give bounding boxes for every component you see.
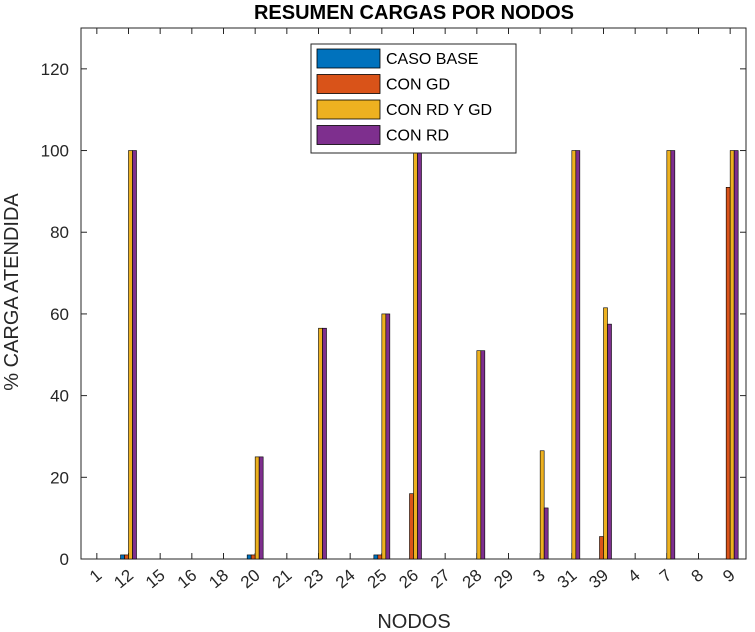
bar xyxy=(413,150,418,560)
y-tick-label: 100 xyxy=(41,142,69,161)
x-tick-label: 21 xyxy=(269,566,296,593)
bar xyxy=(417,150,422,560)
x-tick-label: 39 xyxy=(585,566,612,593)
y-tick-label: 80 xyxy=(50,223,69,242)
bar xyxy=(132,150,137,560)
y-axis-label: % CARGA ATENDIDA xyxy=(1,193,23,391)
x-tick-label: 7 xyxy=(656,566,675,587)
x-tick-label: 9 xyxy=(719,566,738,587)
x-tick-label: 28 xyxy=(459,566,486,593)
bar xyxy=(603,307,608,560)
legend-swatch xyxy=(316,125,381,145)
series-con-rd xyxy=(132,150,739,560)
x-tick-label: 16 xyxy=(174,566,201,593)
x-tick-label: 1 xyxy=(86,566,105,587)
x-tick-label: 25 xyxy=(364,566,391,593)
bar xyxy=(258,456,264,560)
x-tick-label: 24 xyxy=(332,566,359,593)
y-tick-label: 0 xyxy=(60,550,69,569)
chart-title: RESUMEN CARGAS POR NODOS xyxy=(254,2,574,24)
bar xyxy=(250,554,256,560)
x-tick-label: 29 xyxy=(490,566,517,593)
bar xyxy=(381,313,387,560)
bar xyxy=(409,493,414,560)
legend-swatch xyxy=(316,99,381,120)
bar xyxy=(377,554,383,560)
bar xyxy=(318,327,323,560)
bar xyxy=(476,350,482,560)
x-tick-label: 18 xyxy=(205,566,232,593)
bar xyxy=(373,554,379,560)
y-tick-label: 60 xyxy=(50,305,69,324)
bar xyxy=(725,187,731,560)
x-tick-label: 3 xyxy=(529,566,548,587)
bar xyxy=(666,150,672,560)
y-tick-label: 120 xyxy=(41,60,69,79)
x-tick-label: 31 xyxy=(554,566,581,593)
legend-label: CON GD xyxy=(386,77,450,94)
x-tick-label: 12 xyxy=(110,566,137,593)
bar xyxy=(124,554,129,560)
series-caso-base xyxy=(120,554,379,560)
legend-swatch xyxy=(316,48,381,69)
x-tick-label: 27 xyxy=(427,566,454,593)
bar xyxy=(571,150,577,560)
x-tick-label: 23 xyxy=(300,566,327,593)
bar xyxy=(385,313,391,560)
legend: CASO BASE CON GD CON RD Y GD CON RD xyxy=(310,43,517,154)
series-con-gd xyxy=(124,187,731,560)
bar xyxy=(733,150,739,560)
bar xyxy=(120,554,125,560)
bar xyxy=(670,150,676,560)
legend-label: CON RD Y GD xyxy=(386,102,492,119)
y-tick-label: 20 xyxy=(50,468,69,487)
bar xyxy=(599,536,604,560)
y-tick-label: 40 xyxy=(50,387,69,406)
legend-swatch xyxy=(316,74,381,94)
bar xyxy=(539,450,545,560)
x-tick-label: 4 xyxy=(624,566,643,587)
legend-label: CASO BASE xyxy=(386,51,478,68)
x-tick-label: 20 xyxy=(237,566,264,593)
bar xyxy=(543,507,549,560)
bar xyxy=(246,554,252,560)
bar xyxy=(254,456,260,560)
bar xyxy=(729,150,735,560)
x-tick-label: 8 xyxy=(688,566,707,587)
bar xyxy=(322,327,327,560)
bar xyxy=(575,150,581,560)
bar xyxy=(607,323,612,560)
x-axis-label: NODOS xyxy=(377,611,450,632)
legend-label: CON RD xyxy=(386,128,449,145)
bar xyxy=(128,150,133,560)
x-tick-label: 26 xyxy=(395,566,422,593)
bar xyxy=(480,350,486,560)
x-tick-label: 15 xyxy=(142,566,169,593)
series-con-rd-y-gd xyxy=(128,150,735,560)
